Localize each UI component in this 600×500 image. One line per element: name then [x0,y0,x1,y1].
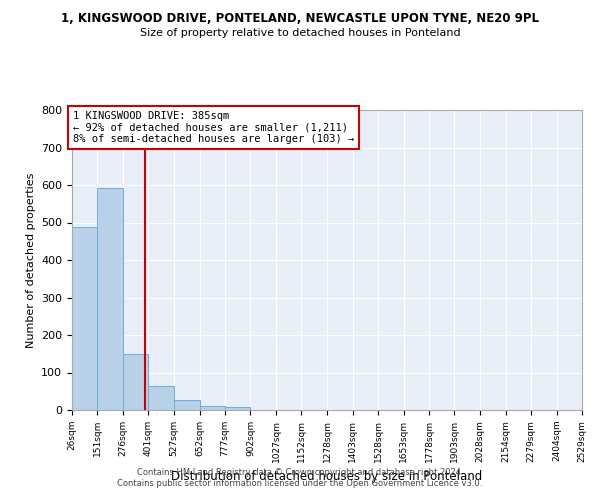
X-axis label: Distribution of detached houses by size in Ponteland: Distribution of detached houses by size … [172,470,482,483]
Bar [200,406,225,410]
Bar [174,400,200,410]
Y-axis label: Number of detached properties: Number of detached properties [26,172,35,348]
Text: 1 KINGSWOOD DRIVE: 385sqm
← 92% of detached houses are smaller (1,211)
8% of sem: 1 KINGSWOOD DRIVE: 385sqm ← 92% of detac… [73,111,354,144]
Bar [123,354,148,410]
Bar [97,188,123,410]
Bar [72,228,97,410]
Text: Size of property relative to detached houses in Ponteland: Size of property relative to detached ho… [140,28,460,38]
Bar [225,408,250,410]
Bar [148,386,174,410]
Text: Contains HM Land Registry data © Crown copyright and database right 2024.
Contai: Contains HM Land Registry data © Crown c… [118,468,482,487]
Text: 1, KINGSWOOD DRIVE, PONTELAND, NEWCASTLE UPON TYNE, NE20 9PL: 1, KINGSWOOD DRIVE, PONTELAND, NEWCASTLE… [61,12,539,26]
